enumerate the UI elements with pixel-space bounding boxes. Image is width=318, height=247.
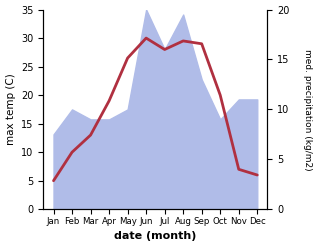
Y-axis label: med. precipitation (kg/m2): med. precipitation (kg/m2) <box>303 49 313 170</box>
Y-axis label: max temp (C): max temp (C) <box>5 74 16 145</box>
X-axis label: date (month): date (month) <box>114 231 197 242</box>
